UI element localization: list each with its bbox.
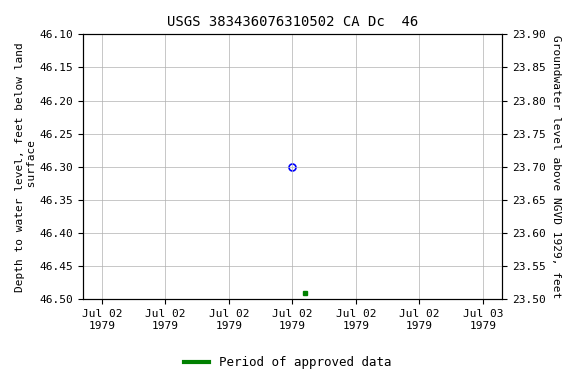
Legend: Period of approved data: Period of approved data	[179, 351, 397, 374]
Y-axis label: Depth to water level, feet below land
 surface: Depth to water level, feet below land su…	[15, 42, 37, 292]
Title: USGS 383436076310502 CA Dc  46: USGS 383436076310502 CA Dc 46	[167, 15, 418, 29]
Y-axis label: Groundwater level above NGVD 1929, feet: Groundwater level above NGVD 1929, feet	[551, 35, 561, 298]
